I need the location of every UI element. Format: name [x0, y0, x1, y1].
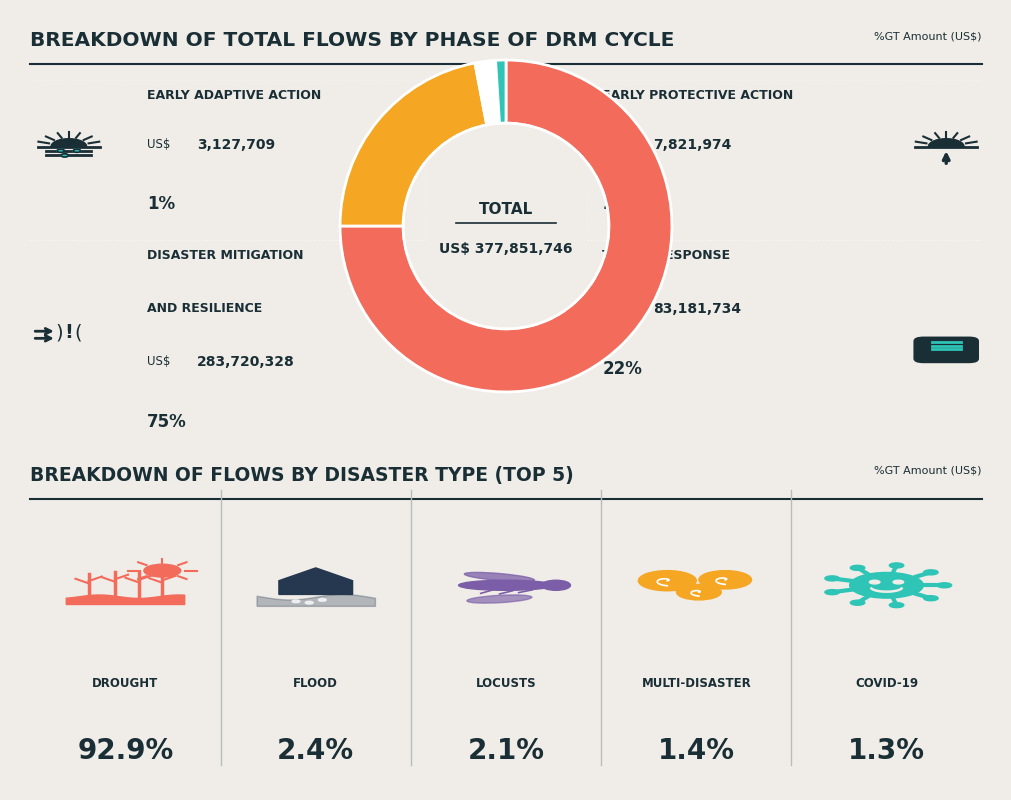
FancyBboxPatch shape: [913, 337, 978, 363]
Circle shape: [676, 584, 721, 600]
Text: BREAKDOWN OF FLOWS BY DISASTER TYPE (TOP 5): BREAKDOWN OF FLOWS BY DISASTER TYPE (TOP…: [30, 466, 573, 485]
Text: 7,821,974: 7,821,974: [652, 138, 730, 152]
Circle shape: [868, 580, 879, 584]
Text: %GT Amount (US$): %GT Amount (US$): [874, 31, 981, 41]
Text: EARLY ADAPTIVE ACTION: EARLY ADAPTIVE ACTION: [147, 89, 320, 102]
Text: US$: US$: [147, 355, 170, 368]
Text: 1%: 1%: [147, 195, 175, 214]
Text: 2.4%: 2.4%: [277, 737, 354, 765]
Circle shape: [923, 596, 937, 601]
Ellipse shape: [458, 580, 553, 590]
Text: US$: US$: [602, 302, 625, 315]
Circle shape: [73, 149, 81, 152]
Text: 75%: 75%: [147, 413, 186, 431]
Text: !: !: [65, 323, 73, 342]
Text: %GT Amount (US$): %GT Amount (US$): [874, 466, 981, 475]
Circle shape: [923, 570, 937, 575]
Circle shape: [936, 582, 950, 588]
Text: 92.9%: 92.9%: [77, 737, 174, 765]
Text: LOCUSTS: LOCUSTS: [475, 678, 536, 690]
Text: MULTI-DISASTER: MULTI-DISASTER: [641, 678, 750, 690]
Text: (: (: [75, 323, 82, 342]
Wedge shape: [495, 60, 506, 123]
Circle shape: [889, 563, 903, 568]
Circle shape: [889, 602, 903, 608]
Text: DISASTER MITIGATION: DISASTER MITIGATION: [147, 249, 303, 262]
Text: AND RESILIENCE: AND RESILIENCE: [147, 302, 262, 315]
Text: FLOOD: FLOOD: [293, 678, 338, 690]
Circle shape: [305, 602, 312, 604]
Circle shape: [541, 580, 570, 590]
Circle shape: [824, 576, 838, 581]
Text: 283,720,328: 283,720,328: [197, 355, 295, 370]
Circle shape: [318, 598, 326, 602]
Circle shape: [57, 149, 65, 152]
Text: US$ 377,851,746: US$ 377,851,746: [439, 242, 572, 256]
Circle shape: [849, 573, 922, 598]
Ellipse shape: [466, 595, 532, 603]
Text: TOTAL: TOTAL: [478, 202, 533, 217]
Text: 83,181,734: 83,181,734: [652, 302, 740, 316]
Polygon shape: [927, 138, 963, 146]
Text: TIMELY RESPONSE: TIMELY RESPONSE: [602, 249, 730, 262]
Text: 3,127,709: 3,127,709: [197, 138, 275, 152]
Ellipse shape: [464, 572, 534, 582]
Circle shape: [292, 600, 299, 602]
Text: DROUGHT: DROUGHT: [92, 678, 159, 690]
Circle shape: [849, 600, 864, 606]
Text: 2%: 2%: [602, 195, 630, 214]
Text: BREAKDOWN OF TOTAL FLOWS BY PHASE OF DRM CYCLE: BREAKDOWN OF TOTAL FLOWS BY PHASE OF DRM…: [30, 31, 674, 50]
Text: EARLY PROTECTIVE ACTION: EARLY PROTECTIVE ACTION: [602, 89, 793, 102]
Circle shape: [699, 570, 751, 589]
Circle shape: [638, 570, 696, 590]
Text: 2.1%: 2.1%: [467, 737, 544, 765]
Polygon shape: [51, 138, 87, 146]
Circle shape: [144, 564, 181, 577]
Polygon shape: [67, 595, 184, 605]
Wedge shape: [474, 60, 499, 125]
Circle shape: [893, 580, 903, 584]
Text: ): ): [56, 323, 63, 342]
Wedge shape: [340, 60, 671, 392]
Text: 1.3%: 1.3%: [847, 737, 924, 765]
Circle shape: [849, 566, 864, 570]
Text: US$: US$: [147, 138, 170, 150]
Polygon shape: [279, 568, 352, 594]
Circle shape: [61, 154, 69, 157]
Circle shape: [824, 590, 838, 594]
Text: COVID-19: COVID-19: [854, 678, 917, 690]
Text: 22%: 22%: [602, 360, 641, 378]
Text: 1.4%: 1.4%: [657, 737, 734, 765]
Wedge shape: [340, 63, 486, 226]
Text: US$: US$: [602, 138, 625, 150]
